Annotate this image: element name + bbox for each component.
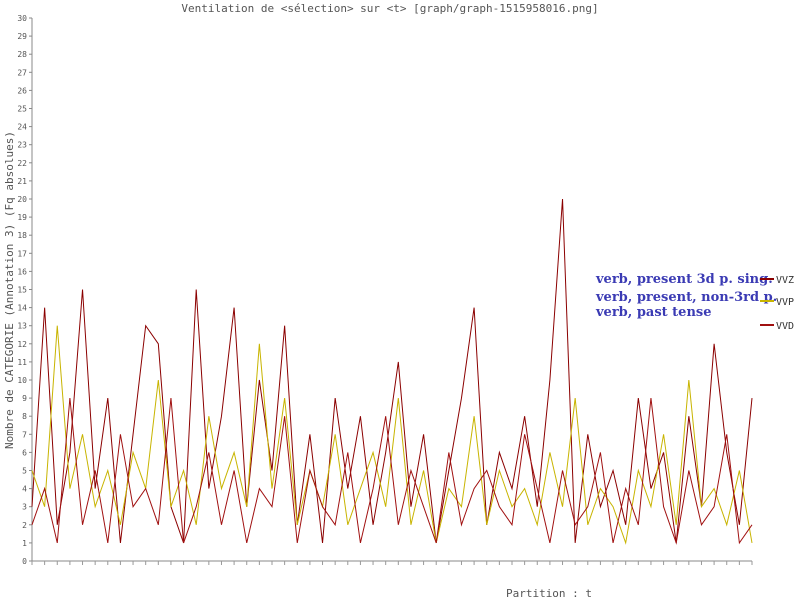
y-tick-label: 0 [22,557,27,566]
x-tick-group [31,561,753,565]
y-axis-title: Nombre de CATEGORIE (Annotation 3) (Fq a… [3,131,16,449]
x-axis-title: Partition : t [506,587,592,600]
y-tick-label: 25 [17,105,27,114]
legend-annotation-1: verb, present 3d p. sing. [595,272,773,287]
y-tick-label: 13 [17,322,27,331]
y-tick-label: 18 [17,231,27,240]
series-line-vvz [31,198,753,544]
y-tick-label: 3 [22,503,27,512]
series-group [31,198,753,545]
y-tick-label: 6 [22,448,27,457]
legend-label-vvz: VVZ [776,275,794,286]
y-tick-label: 8 [22,412,27,421]
y-tick-label: 29 [17,32,27,41]
y-tick-label: 1 [22,539,27,548]
y-tick-label: 15 [17,286,27,295]
y-tick-label: 26 [17,86,27,95]
y-tick-label: 19 [17,213,27,222]
y-tick-label: 10 [17,376,27,385]
y-tick-label: 7 [22,430,27,439]
series-line-vvp [31,325,753,545]
legend-label-vvd: VVD [776,321,794,332]
legend-annotation-2: verb, present, non-3rd p. [595,290,777,305]
y-tick-label: 23 [17,141,27,150]
y-tick-label: 2 [22,521,27,530]
y-tick-label: 14 [17,304,27,313]
y-tick-label: 27 [17,68,27,77]
y-tick-label: 20 [17,195,27,204]
y-tick-label: 12 [17,340,27,349]
y-tick-label: 24 [17,123,27,132]
chart-title: Ventilation de <sélection> sur <t> [grap… [181,2,598,15]
y-tick-label: 28 [17,50,27,59]
y-tick-label: 16 [17,267,27,276]
y-tick-label: 11 [17,358,27,367]
legend: verb, present 3d p. sing. verb, present,… [595,272,794,332]
y-tick-label: 30 [17,14,27,23]
legend-label-vvp: VVP [776,297,794,308]
y-tick-label: 9 [22,394,27,403]
legend-annotation-3: verb, past tense [595,305,712,320]
y-tick-group: 0123456789101112131415161718192021222324… [17,14,32,566]
y-tick-label: 17 [17,249,27,258]
y-tick-label: 4 [22,485,27,494]
y-tick-label: 5 [22,467,27,476]
y-tick-label: 21 [17,177,27,186]
y-tick-label: 22 [17,159,27,168]
series-line-vvd [31,398,753,545]
